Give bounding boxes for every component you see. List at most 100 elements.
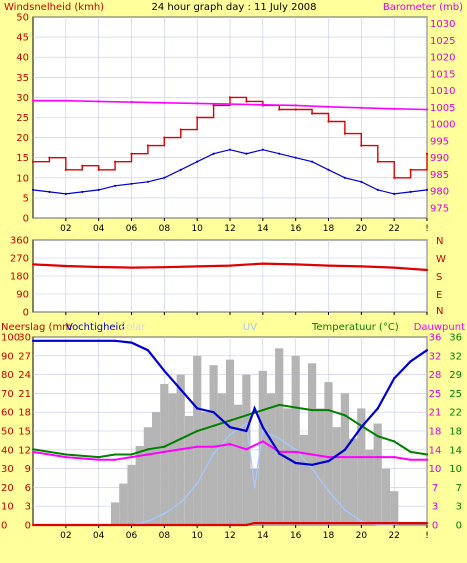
humidity-axes: 0102030405060708090100036912151821242730…: [1, 333, 462, 542]
temperature-series-point: [114, 453, 117, 456]
barometer-tick-label: 1025: [430, 36, 455, 47]
wind-axes: 0510152025303540455097598098599099510001…: [16, 13, 455, 235]
uv-series-point: [196, 482, 199, 485]
wind-average-series-point: [81, 190, 84, 193]
wind-average-series-point: [179, 168, 182, 171]
wind-average-series-point: [376, 188, 379, 191]
dewpoint-series-point: [393, 456, 396, 459]
gust-series-point: [409, 168, 412, 171]
wind-average-series-point: [31, 188, 35, 191]
humidity-series-point: [278, 452, 281, 455]
humidity-axis-label: Vochtigheid: [66, 322, 125, 333]
solar-bar: [349, 438, 358, 525]
uv-axis-label: UV: [243, 322, 257, 333]
barometer-series-point: [97, 100, 100, 103]
temperature-series-point: [245, 414, 248, 417]
wind-average-series-point: [294, 156, 297, 159]
wind-direction-series-point: [228, 264, 232, 267]
wind-x-tick-label: !: [425, 224, 429, 234]
solar-bar: [209, 365, 218, 525]
dewpoint-series-point: [31, 450, 35, 453]
temperature-series-point: [196, 429, 199, 433]
uv-series-point: [376, 523, 379, 527]
temperature-tick-label: 10: [429, 464, 442, 475]
wind-x-tick-label: 12: [224, 224, 235, 234]
barometer-tick-label: 1010: [430, 86, 455, 97]
gust-series-point: [360, 144, 363, 147]
uv-series-point: [278, 437, 281, 440]
humidity-x-tick-label: 18: [323, 531, 335, 541]
temperature-series-point: [146, 448, 149, 451]
dewpoint-series-point: [245, 448, 248, 451]
solar-bar: [381, 468, 391, 525]
temperature-tick-label: 7: [432, 483, 438, 494]
barometer-tick-label: 975: [430, 203, 449, 214]
dewpoint-series-point: [294, 450, 297, 453]
gust-series-point: [114, 160, 117, 163]
dewpoint-series-point: [196, 445, 199, 448]
wind-average-series-point: [130, 182, 133, 185]
uv-series-point: [146, 520, 149, 523]
solar-bar: [184, 416, 194, 525]
direction-tick-label: 270: [10, 254, 29, 265]
humidity-series-point: [360, 426, 363, 429]
gust-series-point: [130, 152, 133, 155]
direction-tick-label: 360: [10, 236, 29, 247]
gust-series-point: [31, 160, 35, 163]
wind-direction-series-point: [64, 264, 67, 268]
humidity-series-point: [311, 463, 314, 466]
humidity-series-point: [294, 461, 297, 465]
humidity-series-point: [245, 429, 248, 433]
temperature-tick-label: 36: [429, 333, 442, 344]
temperature-tick-label: 3: [432, 502, 438, 513]
rain-tick-label: 30: [18, 333, 31, 344]
barometer-series-point: [360, 106, 363, 109]
barometer-tick-label: 1015: [430, 69, 455, 80]
wind-speed-tick-label: 30: [16, 93, 29, 104]
humidity-series-point: [196, 407, 199, 410]
uv-series-point: [261, 429, 264, 433]
humidity-x-tick-label: !: [425, 531, 429, 541]
barometer-series-point: [393, 107, 396, 110]
humidity-series-point: [261, 426, 264, 429]
solar-bar: [332, 427, 341, 525]
gust-series-point: [196, 116, 199, 119]
dewpoint-tick-label: 0: [456, 521, 462, 532]
humidity-temperature-panel: 0102030405060708090100036912151821242730…: [1, 322, 465, 541]
gust-series-point: [212, 104, 215, 107]
dewpoint-axis-label: Dauwpunt: [414, 322, 465, 333]
rain-tick-label: 6: [25, 483, 31, 494]
barometer-axis-label: Barometer (mb): [383, 2, 463, 13]
wind-average-series-point: [327, 168, 330, 171]
wind-direction-series-point: [97, 265, 100, 269]
wind-direction-series-point: [130, 266, 133, 269]
solar-bar: [266, 393, 276, 525]
chart-title: 24 hour graph day : 11 July 2008: [151, 2, 316, 13]
temperature-series-point: [163, 445, 166, 448]
temperature-series-point: [327, 409, 330, 412]
compass-label: S: [436, 272, 442, 283]
wind-speed-tick-label: 50: [16, 13, 29, 24]
dewpoint-series-point: [409, 458, 412, 461]
humidity-series-point: [376, 407, 379, 410]
uv-series-point: [228, 433, 232, 436]
solar-bar: [160, 384, 169, 525]
wind-direction-series-point: [425, 268, 429, 272]
wind-speed-tick-label: 40: [16, 53, 29, 64]
barometer-tick-label: 990: [430, 153, 449, 164]
gust-series-point: [81, 164, 84, 167]
solar-bar: [193, 355, 202, 525]
wind-speed-tick-label: 35: [16, 73, 29, 84]
temperature-series-point: [97, 456, 100, 459]
wind-average-series-point: [425, 188, 429, 191]
wind-speed-tick-label: 0: [23, 214, 29, 225]
solar-bar: [234, 404, 243, 525]
wind-average-series-point: [360, 180, 363, 183]
gust-series-point: [425, 152, 429, 155]
rain-series-point: [253, 522, 256, 525]
dewpoint-tick-label: 7: [456, 483, 462, 494]
rain-tick-label: 9: [25, 464, 31, 475]
gust-series-point: [179, 128, 182, 131]
barometer-series-point: [64, 99, 67, 102]
